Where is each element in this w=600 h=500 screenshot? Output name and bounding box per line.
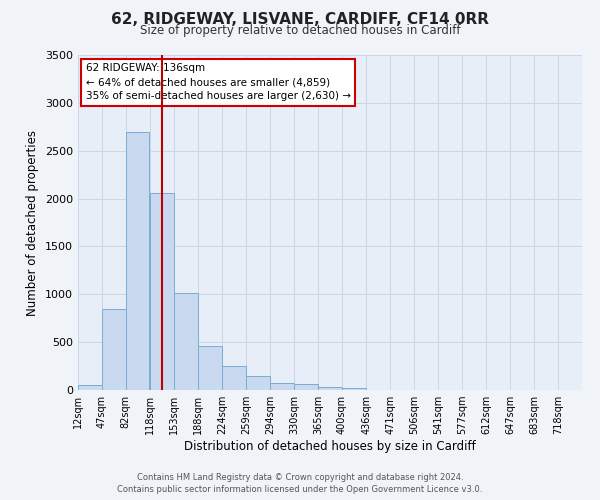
Bar: [150, 193, 174, 390]
Y-axis label: Number of detached properties: Number of detached properties: [26, 130, 40, 316]
Text: Contains HM Land Registry data © Crown copyright and database right 2024.
Contai: Contains HM Land Registry data © Crown c…: [118, 472, 482, 494]
Bar: [78, 384, 102, 390]
Bar: [342, 388, 366, 390]
Bar: [125, 132, 149, 390]
Bar: [294, 384, 318, 390]
Text: Size of property relative to detached houses in Cardiff: Size of property relative to detached ho…: [140, 24, 460, 37]
Bar: [222, 366, 246, 390]
Bar: [246, 376, 270, 390]
Bar: [318, 387, 342, 390]
Text: 62 RIDGEWAY: 136sqm
← 64% of detached houses are smaller (4,859)
35% of semi-det: 62 RIDGEWAY: 136sqm ← 64% of detached ho…: [86, 64, 350, 102]
Text: 62, RIDGEWAY, LISVANE, CARDIFF, CF14 0RR: 62, RIDGEWAY, LISVANE, CARDIFF, CF14 0RR: [111, 12, 489, 28]
Bar: [102, 308, 125, 390]
Bar: [174, 294, 198, 390]
X-axis label: Distribution of detached houses by size in Cardiff: Distribution of detached houses by size …: [184, 440, 476, 453]
Bar: [270, 384, 293, 390]
Bar: [198, 346, 221, 390]
